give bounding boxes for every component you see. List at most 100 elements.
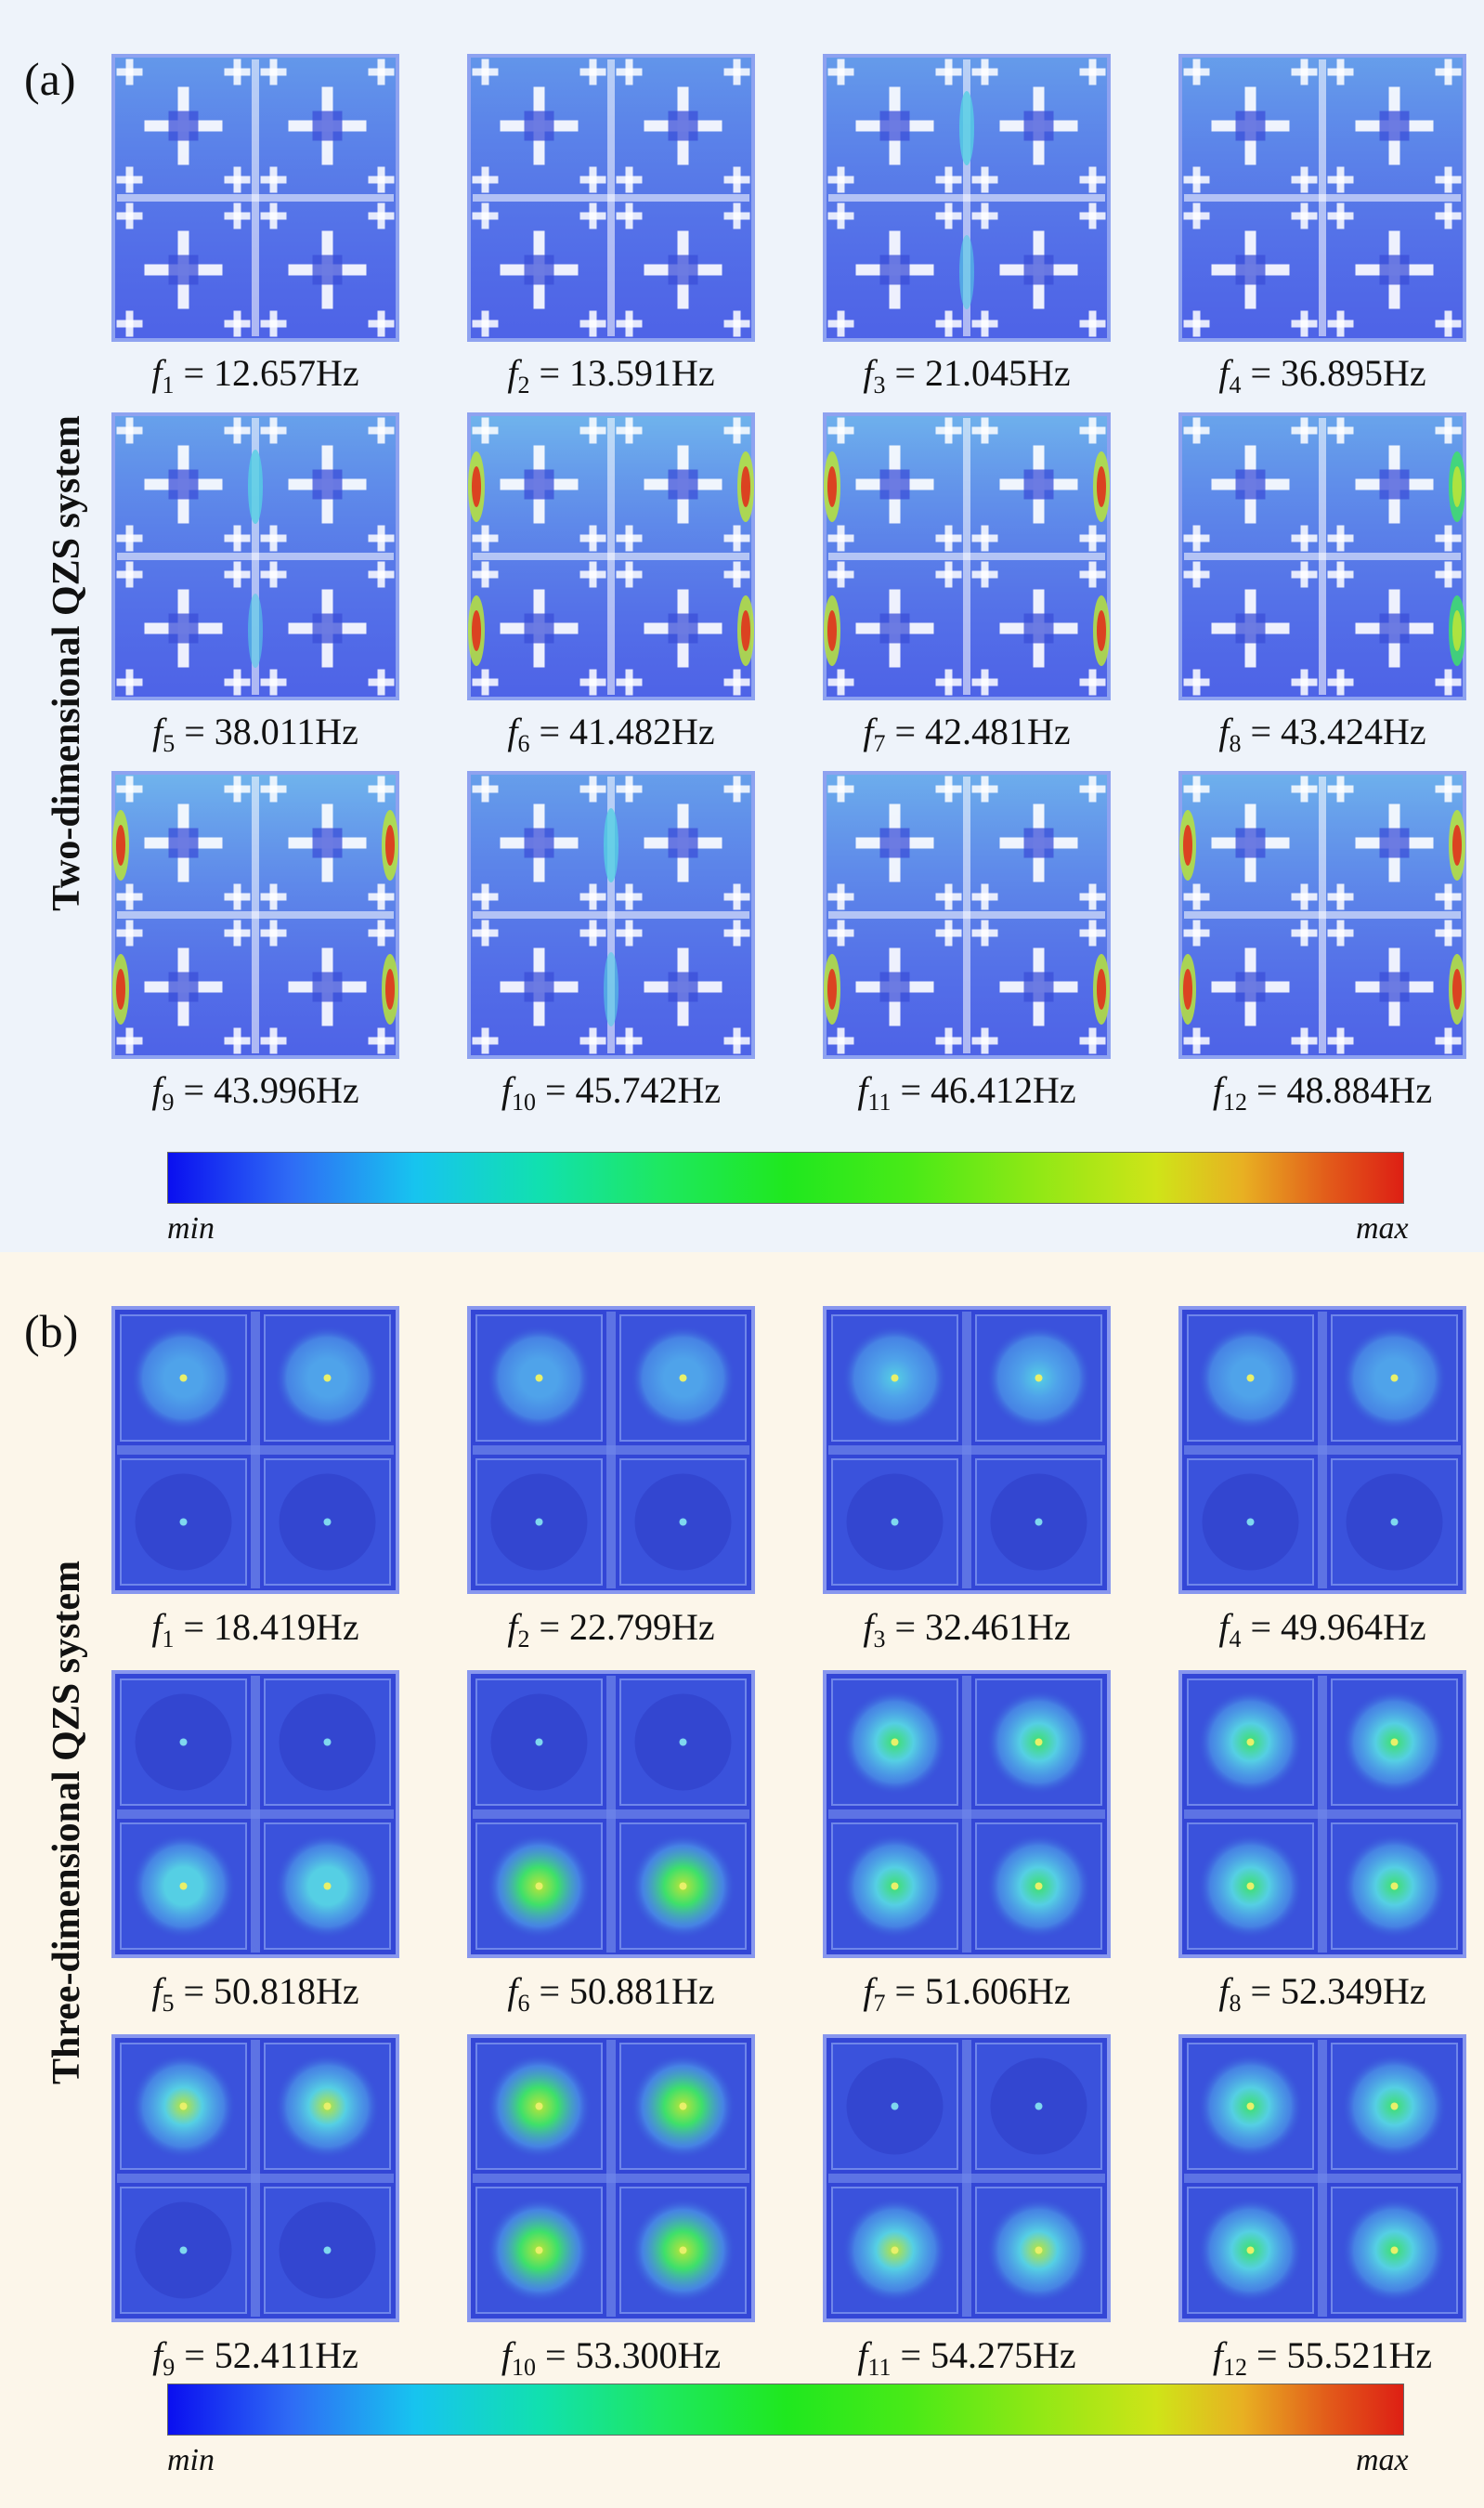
- mode-shape-contour: [823, 412, 1111, 700]
- frequency-value: = 55.521Hz: [1246, 2334, 1433, 2376]
- panel-b-side-title-text: Three-dimensional QZS system: [46, 1561, 88, 2084]
- mode-frequency-label: f3 = 32.461Hz: [823, 1605, 1111, 1653]
- mode-index: 10: [511, 1089, 536, 1116]
- frequency-symbol: f: [863, 1606, 874, 1648]
- mode-index: 5: [163, 730, 176, 757]
- mode-index: 1: [162, 1626, 175, 1652]
- mode-shape-contour: [467, 1670, 755, 1958]
- frequency-value: = 46.412Hz: [891, 1069, 1076, 1111]
- mode-frequency-label: f8 = 43.424Hz: [1178, 710, 1466, 758]
- panel-a-side-title-text: Two-dimensional QZS system: [46, 415, 88, 911]
- mode-index: 6: [517, 730, 530, 757]
- frequency-value: = 36.895Hz: [1241, 352, 1426, 394]
- mode-shape-contour: [111, 1306, 399, 1594]
- mode-index: 11: [867, 2354, 892, 2381]
- frequency-value: = 50.818Hz: [174, 1970, 359, 2012]
- mode-shape-contour: [823, 2034, 1111, 2322]
- mode-frequency-label: f2 = 13.591Hz: [467, 351, 755, 399]
- panel-b-three-dimensional: (b) Three-dimensional QZS system f1 = 18…: [0, 1252, 1484, 2508]
- mode-shape-contour: [467, 54, 755, 342]
- mode-shape-contour: [1178, 54, 1466, 342]
- mode-index: 8: [1229, 1990, 1242, 2017]
- mode-frequency-label: f12 = 48.884Hz: [1178, 1068, 1466, 1117]
- frequency-symbol: f: [152, 711, 163, 752]
- mode-index: 12: [1222, 2354, 1247, 2381]
- mode-frequency-label: f11 = 46.412Hz: [823, 1068, 1111, 1117]
- mode-frequency-label: f4 = 36.895Hz: [1178, 351, 1466, 399]
- frequency-symbol: f: [151, 1069, 163, 1111]
- mode-index: 2: [517, 372, 530, 398]
- panel-a-label: (a): [24, 53, 76, 105]
- frequency-symbol: f: [1218, 711, 1230, 752]
- frequency-value: = 42.481Hz: [885, 711, 1071, 752]
- frequency-symbol: f: [1218, 352, 1230, 394]
- frequency-value: = 38.011Hz: [175, 711, 358, 752]
- mode-shape-contour: [467, 1306, 755, 1594]
- frequency-symbol: f: [507, 711, 518, 752]
- mode-frequency-label: f7 = 42.481Hz: [823, 710, 1111, 758]
- mode-index: 2: [517, 1626, 530, 1652]
- mode-shape-contour: [1178, 1306, 1466, 1594]
- mode-index: 4: [1229, 372, 1242, 398]
- frequency-value: = 18.419Hz: [174, 1606, 359, 1648]
- frequency-value: = 32.461Hz: [885, 1606, 1071, 1648]
- frequency-symbol: f: [507, 352, 518, 394]
- frequency-symbol: f: [151, 1606, 163, 1648]
- mode-shape-contour: [823, 1306, 1111, 1594]
- frequency-value: = 13.591Hz: [529, 352, 715, 394]
- panel-b-colorbar: [167, 2384, 1404, 2436]
- frequency-symbol: f: [863, 711, 874, 752]
- mode-index: 6: [517, 1990, 530, 2017]
- mode-frequency-label: f10 = 45.742Hz: [467, 1068, 755, 1117]
- mode-frequency-label: f8 = 52.349Hz: [1178, 1969, 1466, 2018]
- mode-shape-contour: [467, 771, 755, 1059]
- mode-shape-contour: [111, 1670, 399, 1958]
- mode-shape-contour: [467, 2034, 755, 2322]
- mode-frequency-label: f10 = 53.300Hz: [467, 2333, 755, 2382]
- mode-frequency-label: f9 = 43.996Hz: [111, 1068, 399, 1117]
- frequency-symbol: f: [151, 1970, 163, 2012]
- frequency-symbol: f: [863, 1970, 874, 2012]
- frequency-value: = 49.964Hz: [1241, 1606, 1426, 1648]
- panel-b-colorbar-max: max: [1356, 2443, 1409, 2477]
- mode-shape-contour: [1178, 2034, 1466, 2322]
- mode-shape-contour: [467, 412, 755, 700]
- mode-shape-contour: [1178, 412, 1466, 700]
- mode-index: 9: [162, 1089, 175, 1116]
- mode-index: 7: [873, 730, 886, 757]
- mode-index: 3: [873, 1626, 886, 1652]
- mode-shape-contour: [823, 1670, 1111, 1958]
- mode-frequency-label: f5 = 50.818Hz: [111, 1969, 399, 2018]
- panel-b-label: (b): [24, 1305, 79, 1357]
- mode-frequency-label: f12 = 55.521Hz: [1178, 2333, 1466, 2382]
- frequency-value: = 53.300Hz: [535, 2334, 722, 2376]
- mode-shape-contour: [1178, 1670, 1466, 1958]
- frequency-value: = 12.657Hz: [174, 352, 359, 394]
- frequency-symbol: f: [507, 1970, 518, 2012]
- mode-frequency-label: f3 = 21.045Hz: [823, 351, 1111, 399]
- frequency-symbol: f: [152, 2334, 163, 2376]
- mode-index: 8: [1229, 730, 1242, 757]
- panel-a-two-dimensional: (a) Two-dimensional QZS system f1 = 12.6…: [0, 0, 1484, 1252]
- frequency-value: = 48.884Hz: [1246, 1069, 1433, 1111]
- mode-index: 5: [162, 1990, 175, 2017]
- frequency-value: = 54.275Hz: [891, 2334, 1076, 2376]
- mode-shape-contour: [823, 771, 1111, 1059]
- mode-shape-contour: [823, 54, 1111, 342]
- mode-shape-contour: [111, 771, 399, 1059]
- mode-index: 9: [163, 2354, 176, 2381]
- frequency-value: = 43.996Hz: [174, 1069, 359, 1111]
- mode-frequency-label: f1 = 12.657Hz: [111, 351, 399, 399]
- frequency-value: = 52.411Hz: [175, 2334, 358, 2376]
- mode-index: 7: [873, 1990, 886, 2017]
- mode-frequency-label: f11 = 54.275Hz: [823, 2333, 1111, 2382]
- frequency-symbol: f: [507, 1606, 518, 1648]
- mode-shape-contour: [111, 412, 399, 700]
- mode-index: 3: [873, 372, 886, 398]
- frequency-symbol: f: [1212, 1069, 1223, 1111]
- frequency-symbol: f: [1218, 1606, 1230, 1648]
- panel-a-colorbar-max: max: [1356, 1211, 1409, 1246]
- frequency-value: = 52.349Hz: [1241, 1970, 1426, 2012]
- mode-index: 4: [1229, 1626, 1242, 1652]
- mode-frequency-label: f2 = 22.799Hz: [467, 1605, 755, 1653]
